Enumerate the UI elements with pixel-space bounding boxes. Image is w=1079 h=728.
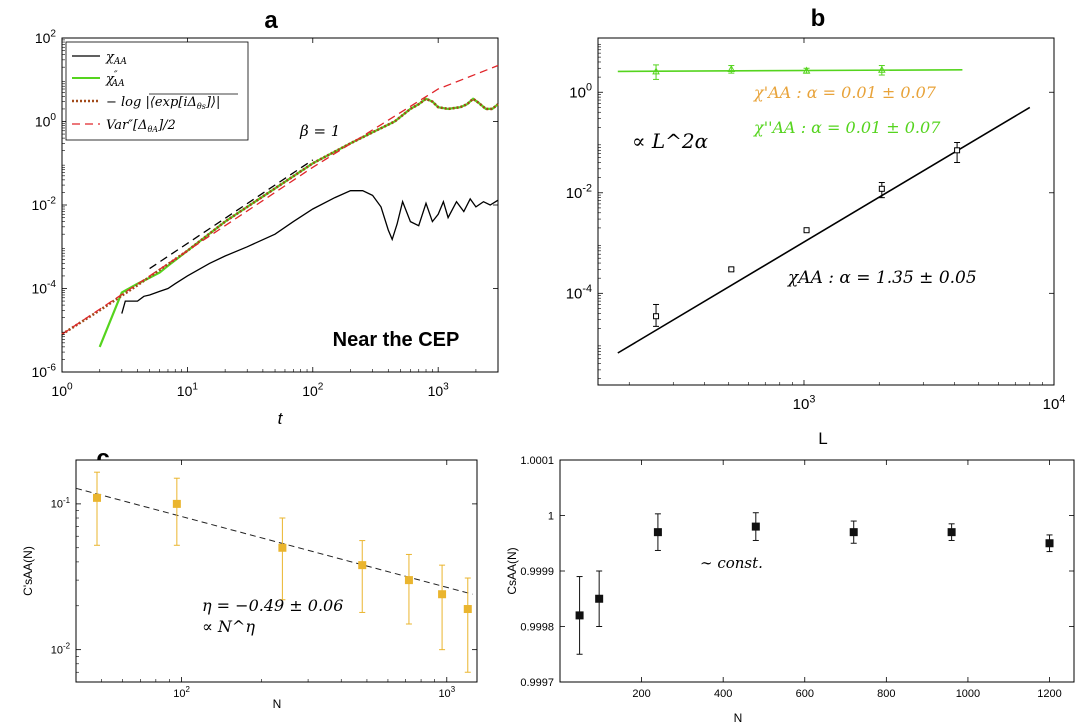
x-tick-label-c-left-0: 102	[173, 685, 190, 700]
annotation-chi-prime: χ'AA : α = 0.01 ± 0.07	[753, 83, 937, 102]
marker-b-1-2	[802, 66, 811, 74]
y-tick-label-c-right-2: 0.9999	[520, 566, 554, 578]
series-group-b	[617, 64, 1031, 354]
legend-label-chi: χAA	[105, 50, 127, 67]
marker-b-0-4	[954, 147, 961, 154]
annotation-chi-double-prime: χ''AA : α = 0.01 ± 0.07	[753, 118, 941, 137]
marker-c-right-0-4	[849, 528, 858, 537]
marker-c-right-0-6	[1045, 539, 1054, 548]
x-tick-label-b-1: 104	[1043, 393, 1066, 413]
y-tick-label-c-right-4: 1.0001	[520, 455, 554, 467]
y-tick-label-a-3: 100	[35, 112, 57, 129]
annotation-scaling: ∝ L^2α	[632, 129, 709, 153]
x-tick-label-b-0: 103	[793, 393, 816, 413]
panel-a: a 100 101 102 103 10-6 10-4 10-2 100 102 t β = 1…	[31, 7, 499, 428]
x-tick-label-c-left-1: 103	[438, 685, 455, 700]
marker-c-left-0-1	[172, 499, 181, 508]
panel-label-b: b	[811, 5, 826, 32]
x-axis-label-a: t	[278, 409, 284, 428]
marker-b-0-3	[878, 185, 885, 192]
y-tick-label-b-1: 10-2	[566, 182, 592, 202]
marker-b-1-1	[727, 64, 736, 73]
series-line-a-3	[61, 64, 499, 335]
annotation-chi-alpha: χAA : α = 1.35 ± 0.05	[787, 268, 977, 288]
marker-c-right-0-2	[653, 528, 662, 537]
marker-c-right-0-1	[595, 594, 604, 603]
x-tick-label-c-right-0: 200	[632, 688, 650, 700]
x-tick-label-a-0: 100	[51, 382, 73, 399]
x-axis-label-c-left: N	[273, 697, 282, 711]
legend-a: χAA χ″ AA − log |⟨exp[iΔθs]⟩| Var″[ΔθA]/2	[65, 41, 249, 141]
y-tick-label-a-1: 10-4	[31, 279, 56, 296]
marker-c-left-0-6	[463, 605, 472, 614]
series-group-c-left	[75, 471, 473, 673]
y-axis-label-c-right: CsAA(N)	[505, 547, 519, 594]
plot-frame-c-left	[75, 459, 478, 683]
x-tick-label-c-right-1: 400	[714, 688, 732, 700]
y-tick-label-c-left-0: 10-2	[51, 642, 70, 657]
y-tick-label-c-right-0: 0.9997	[520, 677, 554, 689]
x-axis-label-b: L	[818, 429, 827, 448]
y-tick-label-a-0: 10-6	[31, 363, 56, 380]
fit-line-b-0	[617, 106, 1031, 354]
x-tick-label-c-right-4: 1000	[956, 688, 980, 700]
plot-frame-b	[597, 37, 1055, 386]
fit-line-b-1	[617, 69, 963, 73]
marker-b-0-1	[728, 266, 735, 273]
y-tick-label-c-right-3: 1	[548, 510, 554, 522]
annotation-beta: β = 1	[299, 122, 340, 140]
marker-c-right-0-5	[947, 528, 956, 537]
panel-b: b 103 104 10-4 10-2 100 L χ'AA : α = 0.01 ± …	[566, 5, 1066, 448]
marker-c-left-0-5	[438, 590, 447, 599]
y-tick-label-c-right-1: 0.9998	[520, 621, 554, 633]
panel-c-right: 200 400 600 800 1000 1200 0.9997 0.9998 0.9999 1 1…	[505, 455, 1075, 725]
series-line-a-4	[149, 159, 314, 270]
y-axis-label-c-left: C'sAA(N)	[21, 546, 35, 596]
x-tick-label-a-1: 101	[177, 382, 199, 399]
marker-b-0-2	[803, 227, 810, 234]
y-tick-label-b-0: 10-4	[566, 283, 592, 303]
marker-b-1-0	[652, 67, 660, 75]
series-group-a	[61, 64, 499, 348]
x-tick-label-c-right-3: 800	[877, 688, 895, 700]
plot-frame-c-right	[559, 459, 1075, 683]
annotation-eta: η = −0.49 ± 0.06	[202, 596, 343, 615]
marker-c-right-0-3	[751, 522, 760, 531]
x-tick-label-a-2: 102	[302, 382, 324, 399]
panel-label-a: a	[264, 7, 278, 34]
y-tick-label-b-2: 100	[569, 82, 592, 102]
marker-b-0-0	[653, 313, 660, 320]
series-group-c-right	[575, 512, 1054, 655]
marker-c-left-0-3	[358, 561, 367, 570]
x-tick-label-c-right-5: 1200	[1037, 688, 1061, 700]
marker-b-1-3	[877, 65, 886, 73]
legend-label-chi2: χ″ AA	[105, 70, 125, 89]
annotation-near-cep: Near the CEP	[333, 329, 460, 351]
annotation-const: ∼ const.	[700, 554, 763, 572]
marker-c-left-0-0	[93, 493, 102, 502]
legend-label-log: − log |⟨exp[iΔθs]⟩|	[106, 95, 220, 111]
annotation-power-law: ∝ N^η	[202, 617, 255, 636]
y-tick-label-c-left-1: 10-1	[51, 496, 71, 511]
marker-c-left-0-4	[404, 576, 413, 585]
marker-c-right-0-0	[575, 611, 584, 620]
marker-c-left-0-2	[278, 543, 287, 552]
legend-label-var: Var″[ΔθA]/2	[106, 118, 176, 134]
x-tick-label-a-3: 103	[428, 382, 450, 399]
y-tick-label-a-4: 102	[35, 29, 57, 46]
x-tick-label-c-right-2: 600	[796, 688, 814, 700]
x-axis-label-c-right: N	[734, 711, 743, 725]
y-tick-label-a-2: 10-2	[31, 196, 56, 213]
series-line-a-2	[61, 97, 499, 336]
series-line-a-0	[121, 190, 499, 314]
legend-box-a	[65, 41, 249, 141]
